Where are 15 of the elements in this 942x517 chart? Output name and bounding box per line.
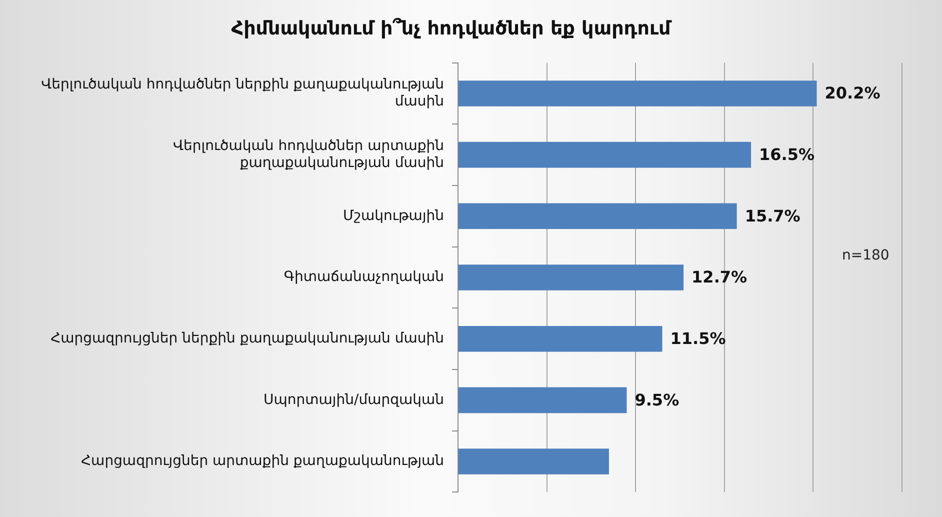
- chart-title: Հիմնականում ի՞նչ հոդվածներ եք կարդում: [231, 17, 673, 40]
- annotation: n=180: [842, 248, 890, 264]
- y-tick-label: Վերլուծական հոդվածներ ներքին քաղաքականության մասին: [41, 76, 444, 110]
- y-tick-label: Գիտաճանաչողական: [284, 269, 444, 286]
- y-tick-label: Վերլուծական հոդվածներ արտաքին քաղաքականության մասին: [173, 138, 444, 171]
- data-label: 16.5%: [759, 144, 815, 164]
- data-label: 9.5%: [634, 390, 680, 410]
- y-tick-label: Մշակութային: [342, 208, 444, 224]
- data-label: 12.7%: [692, 268, 748, 287]
- y-tick-label: Հարցազրույցներ ներքին քաղաքականության մասին: [50, 330, 444, 346]
- data-label: 15.7%: [744, 206, 800, 226]
- y-tick-label: Սպորտային/մարզական: [264, 392, 444, 408]
- y-tick-label: Հարցազրույցներ արտաքին քաղաքականության: [81, 453, 444, 470]
- data-label: 20.2%: [824, 84, 880, 103]
- data-label: 11.5%: [670, 329, 726, 348]
